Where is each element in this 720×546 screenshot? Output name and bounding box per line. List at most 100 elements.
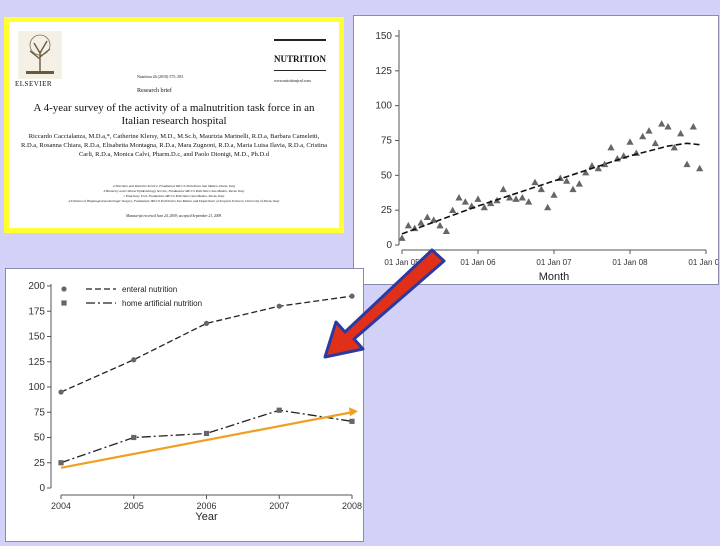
paper-snippet: ELSEVIER NUTRITION www.nutritionjrnl.com… <box>4 17 344 233</box>
data-point-triangle <box>506 194 514 201</box>
elsevier-logo-icon <box>18 31 62 79</box>
data-point-triangle <box>582 168 590 176</box>
monthly-chart-panel: 0 25 50 75 100 125 150 01 Jan 05 01 Jan 06 01 Jan… <box>353 15 720 285</box>
data-point-triangle <box>563 177 571 184</box>
data-point-triangle <box>398 234 406 241</box>
data-point-circle <box>58 389 64 395</box>
data-point-triangle <box>537 185 545 193</box>
x-tick-label: 01 Jan 07 <box>536 258 572 267</box>
y-tick-label: 25 <box>381 205 393 216</box>
y-tick-label: 200 <box>28 281 45 292</box>
paper-page: ELSEVIER NUTRITION www.nutritionjrnl.com… <box>9 22 339 228</box>
data-point-triangle <box>639 132 647 140</box>
x-tick-label: 2004 <box>51 501 71 511</box>
data-point-triangle <box>449 206 457 214</box>
x-tick-label: 2007 <box>269 501 289 511</box>
data-point-triangle <box>512 195 520 202</box>
affiliation-b: b Biometry and Clinical Epidemiology Ser… <box>103 189 245 193</box>
x-axis-title: Month <box>539 271 570 283</box>
journal-rule <box>274 39 326 41</box>
data-point-triangle <box>487 199 495 207</box>
journal-url: www.nutritionjrnl.com <box>274 78 311 83</box>
legend-marker-square <box>61 300 67 306</box>
data-point-triangle <box>575 180 583 187</box>
journal-rule-2 <box>274 70 326 71</box>
yearly-line-chart: 0 25 50 75 100 125 150 175 200 2004 2005 2006 2007 20… <box>28 281 362 523</box>
y-tick-label: 0 <box>386 240 392 251</box>
data-point-square <box>131 434 137 441</box>
data-point-triangle <box>499 185 507 193</box>
data-point-square <box>203 430 210 437</box>
data-point-triangle <box>480 203 488 211</box>
data-point-triangle <box>474 195 482 202</box>
data-point-triangle <box>550 191 558 198</box>
x-tick-label: 2005 <box>124 501 144 511</box>
data-point-triangle <box>461 198 469 205</box>
yearly-chart-panel: 0 25 50 75 100 125 150 175 200 2004 2005 2006 2007 20… <box>5 268 364 542</box>
data-point-triangle <box>689 122 697 130</box>
y-tick-label: 175 <box>28 306 45 317</box>
y-tick-label: 75 <box>381 136 393 147</box>
monthly-scatter-chart: 0 25 50 75 100 125 150 01 Jan 05 01 Jan 06 01 Jan… <box>375 30 720 283</box>
legend-label: home artificial nutrition <box>122 299 202 308</box>
affiliation-d: d Division of Hepatogastroenterologic Su… <box>68 199 280 203</box>
y-tick-label: 50 <box>381 170 393 181</box>
data-point-triangle <box>544 203 552 211</box>
data-point-triangle <box>436 221 444 229</box>
data-point-circle <box>349 293 355 299</box>
data-point-triangle <box>569 185 577 193</box>
data-point-square <box>58 460 64 466</box>
data-point-triangle <box>677 129 685 137</box>
y-tick-label: 100 <box>375 101 392 112</box>
data-point-triangle <box>430 216 438 223</box>
data-point-triangle <box>645 127 653 134</box>
data-point-triangle <box>594 164 602 172</box>
data-point-square <box>276 407 282 413</box>
orange-arrowhead <box>349 407 358 417</box>
series-line-1 <box>60 295 353 393</box>
x-tick-label: 2008 <box>342 501 362 511</box>
publisher-name: ELSEVIER <box>15 80 53 88</box>
received-dates: Manuscript received June 24, 2009; accep… <box>126 214 222 218</box>
affiliation-a: a Nutrition and Dietetics Service, Fonda… <box>112 184 236 188</box>
x-tick-label: 01 Jan 06 <box>460 258 496 267</box>
legend-marker-circle <box>61 286 67 292</box>
data-point-triangle <box>518 194 526 201</box>
x-tick-label: 2006 <box>196 501 216 511</box>
data-point-triangle <box>404 221 412 229</box>
data-point-circle <box>276 303 282 309</box>
y-tick-label: 50 <box>34 433 46 444</box>
section-label: Research brief <box>137 88 172 94</box>
data-point-circle <box>131 357 137 363</box>
data-point-triangle <box>651 139 659 147</box>
y-tick-label: 25 <box>34 458 46 469</box>
data-point-triangle <box>626 138 634 145</box>
x-tick-label: 01 Jan 08 <box>612 258 648 267</box>
data-point-triangle <box>442 227 450 234</box>
y-tick-label: 75 <box>34 407 46 418</box>
data-point-triangle <box>455 194 463 201</box>
data-point-triangle <box>607 143 615 151</box>
x-tick-label: 01 Jan 09 <box>688 258 718 267</box>
legend-label: enteral nutrition <box>122 285 177 294</box>
y-tick-label: 150 <box>28 332 45 343</box>
affiliation-c: c Pharmacy Unit, Fondazione IRCCS Policl… <box>123 194 225 198</box>
data-point-triangle <box>683 160 691 168</box>
data-point-triangle <box>423 213 431 221</box>
paper-authors: Riccardo Caccialanza, M.D.a,*, Catherine… <box>21 133 327 158</box>
data-point-triangle <box>658 120 666 127</box>
data-point-triangle <box>664 122 672 130</box>
data-point-triangle <box>670 143 678 151</box>
trend-line-dashed <box>401 142 700 235</box>
orange-trend-line <box>60 411 353 469</box>
data-point-circle <box>203 320 210 326</box>
journal-reference: Nutrition 26 (2010) 575–581 <box>137 74 184 79</box>
x-tick-label: 01 Jan 05 <box>384 258 420 267</box>
paper-title: A 4-year survey of the activity of a mal… <box>33 102 315 127</box>
data-point-triangle <box>417 219 425 226</box>
data-point-square <box>349 418 355 424</box>
journal-name: NUTRITION <box>274 54 327 64</box>
series-line-2 <box>60 409 353 464</box>
y-tick-label: 125 <box>28 357 45 368</box>
y-tick-label: 125 <box>375 66 392 77</box>
